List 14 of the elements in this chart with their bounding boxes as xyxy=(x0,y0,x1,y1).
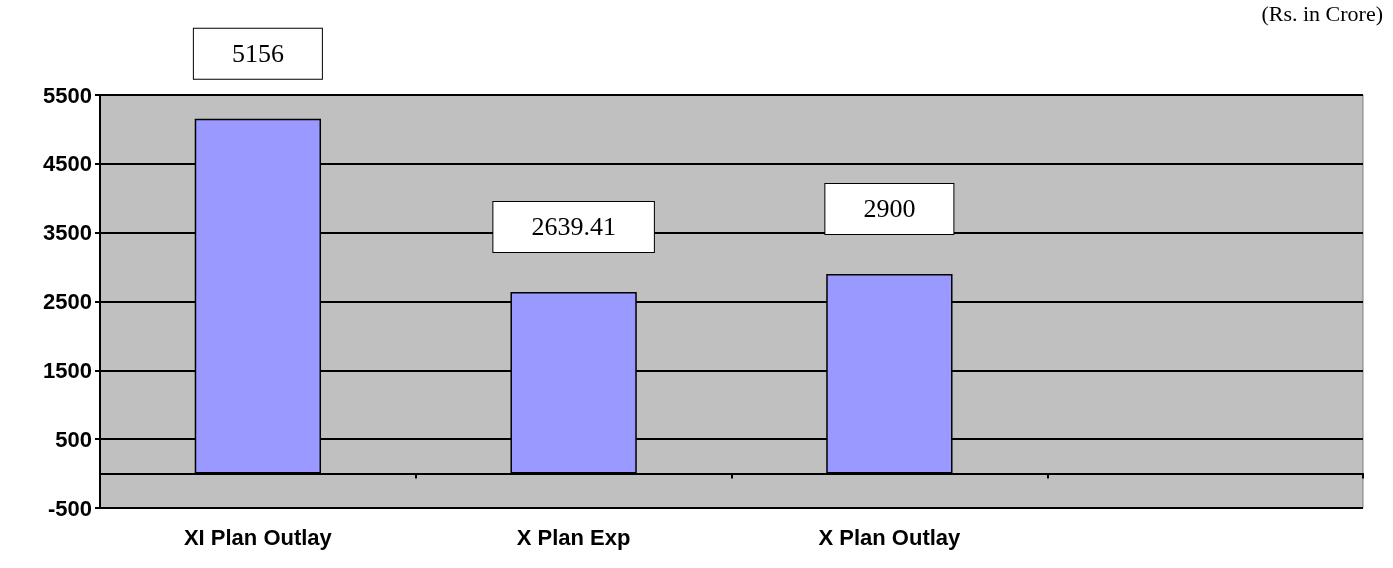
y-tick-label: 4500 xyxy=(43,151,92,177)
y-tick-label: 5500 xyxy=(43,82,92,108)
y-tick-label: 2500 xyxy=(43,289,92,314)
y-tick-label: -500 xyxy=(47,495,92,521)
x-tick-label: X Plan Outlay xyxy=(818,524,962,550)
y-tick-label: 500 xyxy=(55,426,92,452)
y-tick-label: 1500 xyxy=(43,357,92,383)
x-tick-label: X Plan Exp xyxy=(516,524,631,550)
y-tick-label: 3500 xyxy=(43,220,92,246)
x-tick-label: XI Plan Outlay xyxy=(183,524,333,550)
data-label: 2900 xyxy=(863,194,916,224)
text: (Rs. in Crore) xyxy=(1261,0,1383,26)
data-label: 5156 xyxy=(231,39,284,69)
data-label: 2639.41 xyxy=(531,212,616,242)
